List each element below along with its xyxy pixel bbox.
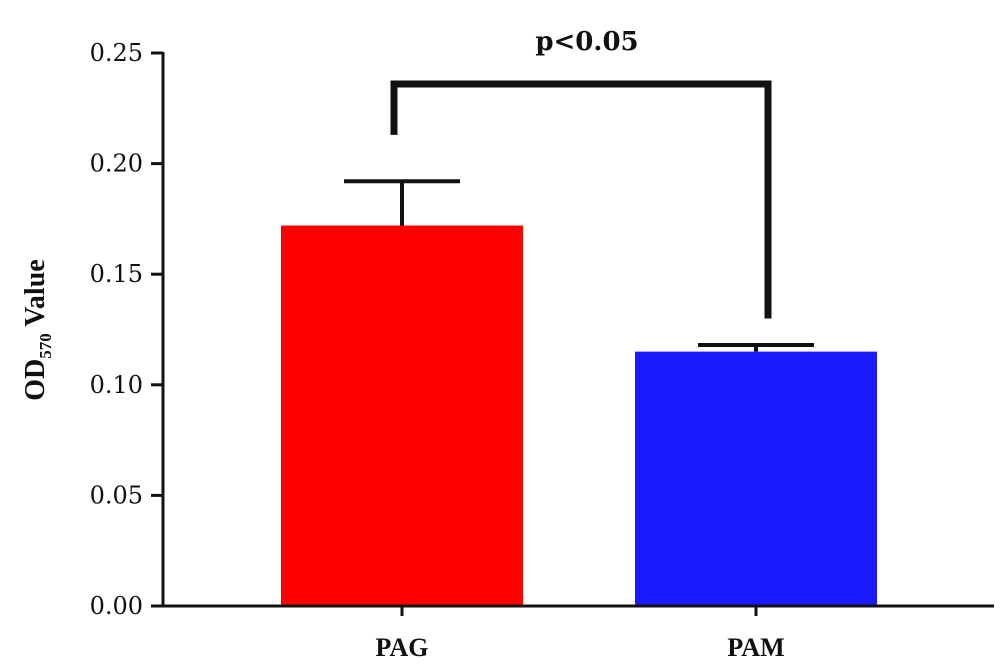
x-tick-label-pam: PAM: [727, 633, 784, 662]
bars-group: [281, 225, 877, 606]
x-tick-label-pag: PAG: [376, 633, 429, 662]
y-axis-label-main: OD: [20, 359, 51, 401]
y-axis-label-subscript: 570: [36, 333, 55, 359]
y-tick-label-0.05: 0.05: [90, 481, 143, 509]
bar-pam: [635, 351, 877, 606]
y-tick-label-0.20: 0.20: [90, 150, 143, 178]
axes-group: [161, 52, 994, 608]
y-tick-label-0.00: 0.00: [90, 592, 143, 620]
x-ticks-group: PAG PAM: [376, 606, 785, 662]
y-axis-label-tail: Value: [20, 259, 51, 333]
y-axis-label: OD570 Value: [20, 259, 55, 400]
y-ticks-group: 0.00 0.05 0.10 0.15 0.20 0.25: [90, 39, 163, 620]
y-tick-label-0.15: 0.15: [90, 260, 143, 288]
y-tick-label-0.10: 0.10: [90, 371, 143, 399]
significance-label: p<0.05: [535, 27, 638, 57]
error-bars-group: [344, 179, 814, 352]
significance-bracket: [390, 80, 772, 319]
significance-bracket-line: [390, 80, 772, 319]
bar-pag: [281, 225, 523, 606]
y-tick-label-0.25: 0.25: [90, 39, 143, 67]
